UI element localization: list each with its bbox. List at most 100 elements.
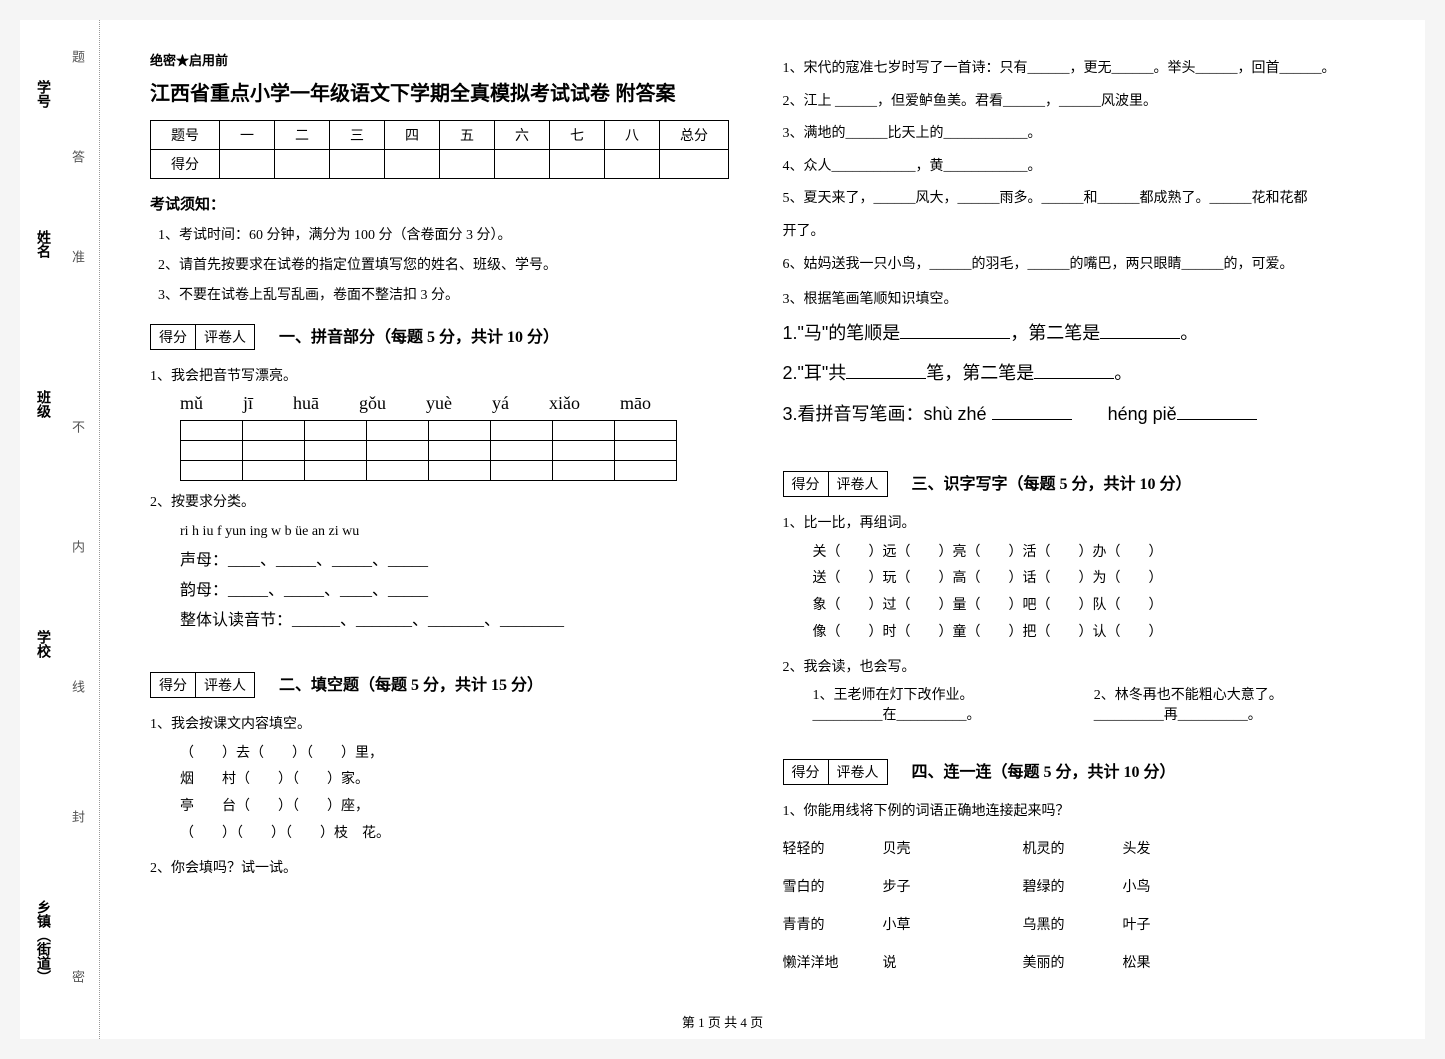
score-header-row: 题号 一 二 三 四 五 六 七 八 总分 — [151, 121, 729, 150]
b2a: 2."耳"共 — [783, 363, 847, 383]
content-area: 绝密★启用前 江西省重点小学一年级语文下学期全真模拟考试试卷 附答案 题号 一 … — [100, 20, 1425, 1039]
s4-q1: 1、你能用线将下例的词语正确地连接起来吗？ — [783, 800, 1376, 820]
scorebox4-grader: 评卷人 — [829, 760, 887, 782]
pinyin-grid — [180, 420, 677, 481]
s4-1-1: 步子 — [883, 876, 1023, 896]
s2-q1: 1、我会按课文内容填空。 — [150, 713, 743, 733]
score-value-row: 得分 — [151, 150, 729, 179]
scorebox-score: 得分 — [151, 325, 196, 349]
stroke-1: 1."马"的笔顺是，第二笔是。 — [783, 316, 1376, 350]
s3-s1b: __________在__________。 — [813, 704, 1094, 724]
th-total: 总分 — [660, 121, 729, 150]
py-2: huā — [293, 393, 319, 414]
section1-title: 一、拼音部分（每题 5 分，共计 10 分） — [279, 329, 559, 346]
th-5: 五 — [440, 121, 495, 150]
rf-5: 5、夏天来了，______风大，______雨多。______和______都成… — [783, 186, 1376, 213]
th-8: 八 — [605, 121, 660, 150]
py-7: māo — [620, 393, 651, 414]
rf-q3: 3、根据笔画笔顺知识填空。 — [783, 288, 1376, 308]
vlabel-number: 学号 — [32, 80, 52, 108]
s3-q1: 1、比一比，再组词。 — [783, 512, 1376, 532]
s4-1-0: 雪白的 — [783, 876, 883, 896]
vlabel-ti: 题 — [68, 50, 87, 63]
page-footer: 第 1 页 共 4 页 — [20, 1012, 1425, 1031]
vlabel-not: 不 — [68, 420, 87, 433]
s4-2-2: 乌黑的 — [1023, 914, 1123, 934]
stroke-2: 2."耳"共笔，第二笔是。 — [783, 356, 1376, 390]
py-6: xiǎo — [549, 393, 580, 414]
section4-title: 四、连一连（每题 5 分，共计 10 分） — [912, 764, 1176, 781]
letters: ri h iu f yun ing w b üe an zi wu — [180, 519, 743, 546]
vlabel-school: 学校 — [32, 630, 52, 658]
s4-row3: 懒洋洋地 说 美丽的 松果 — [783, 952, 1376, 972]
vlabel-inside: 内 — [68, 540, 87, 553]
s4-1-3: 小鸟 — [1123, 876, 1151, 896]
vlabel-secret: 密 — [68, 970, 87, 983]
scorebox3-score: 得分 — [784, 472, 829, 496]
scorebox-3: 得分 评卷人 — [783, 471, 888, 497]
s2-r2: 烟 村（ ）（ ）家。 — [180, 767, 743, 794]
s4-2-1: 小草 — [883, 914, 1023, 934]
s4-3-2: 美丽的 — [1023, 952, 1123, 972]
vlabel-name: 姓名 — [32, 230, 52, 258]
th-4: 四 — [385, 121, 440, 150]
b3b: héng piě — [1108, 404, 1177, 424]
th-num: 题号 — [151, 121, 220, 150]
stroke-3: 3.看拼音写笔画：shù zhé héng piě — [783, 397, 1376, 431]
binding-margin: 题 学号 答 姓名 准 班级 不 内 学校 线 封 乡镇（街道） 密 — [20, 20, 100, 1039]
left-column: 绝密★启用前 江西省重点小学一年级语文下学期全真模拟考试试卷 附答案 题号 一 … — [130, 50, 763, 1029]
th-3: 三 — [330, 121, 385, 150]
notice-heading: 考试须知： — [150, 193, 743, 214]
notice-1: 1、考试时间：60 分钟，满分为 100 分（含卷面分 3 分）。 — [158, 224, 743, 244]
scorebox-4: 得分 评卷人 — [783, 759, 888, 785]
rf-3: 3、满地的______比天上的____________。 — [783, 121, 1376, 148]
s2-r4: （ ）（ ）（ ）枝 花。 — [180, 821, 743, 848]
vlabel-answer: 答 — [68, 150, 87, 163]
b3a: 3.看拼音写笔画：shù zhé — [783, 404, 987, 424]
py-4: yuè — [426, 393, 452, 414]
section2-title: 二、填空题（每题 5 分，共计 15 分） — [279, 677, 543, 694]
th-6: 六 — [495, 121, 550, 150]
vlabel-seal: 封 — [68, 810, 87, 823]
py-5: yá — [492, 393, 509, 414]
s1-q2: 2、按要求分类。 — [150, 491, 743, 511]
exam-title: 江西省重点小学一年级语文下学期全真模拟考试试卷 附答案 — [150, 77, 743, 106]
zhengti: 整体认读音节：______、_______、_______、________ — [180, 606, 743, 636]
scorebox-1: 得分 评卷人 — [150, 324, 255, 350]
rf-4: 4、众人____________，黄____________。 — [783, 154, 1376, 181]
s3-p4: 像（ ）时（ ）童（ ）把（ ）认（ ） — [813, 620, 1376, 647]
notice-3: 3、不要在试卷上乱写乱画，卷面不整洁扣 3 分。 — [158, 284, 743, 304]
notice-2: 2、请首先按要求在试卷的指定位置填写您的姓名、班级、学号。 — [158, 254, 743, 274]
vlabel-class: 班级 — [32, 390, 52, 418]
scorebox4-score: 得分 — [784, 760, 829, 784]
scorebox-2: 得分 评卷人 — [150, 672, 255, 698]
py-0: mǔ — [180, 393, 203, 414]
s4-1-2: 碧绿的 — [1023, 876, 1123, 896]
py-3: gǒu — [359, 393, 386, 414]
s4-row1: 雪白的 步子 碧绿的 小鸟 — [783, 876, 1376, 896]
yunmu: 韵母：_____、_____、____、_____ — [180, 576, 743, 606]
vlabel-town: 乡镇（街道） — [32, 900, 52, 984]
b1b: ，第二笔是 — [1010, 323, 1100, 343]
scorebox3-grader: 评卷人 — [829, 472, 887, 494]
s4-3-0: 懒洋洋地 — [783, 952, 883, 972]
scorebox2-grader: 评卷人 — [196, 673, 254, 695]
s4-0-1: 贝壳 — [883, 838, 1023, 858]
s4-3-1: 说 — [883, 952, 1023, 972]
th-7: 七 — [550, 121, 605, 150]
s4-3-3: 松果 — [1123, 952, 1151, 972]
s3-s2b: __________再__________。 — [1094, 704, 1375, 724]
vlabel-allow: 准 — [68, 250, 87, 263]
rf-6: 6、姑妈送我一只小鸟，______的羽毛，______的嘴巴，两只眼睛_____… — [783, 252, 1376, 279]
s3-p2: 送（ ）玩（ ）高（ ）话（ ）为（ ） — [813, 566, 1376, 593]
score-table: 题号 一 二 三 四 五 六 七 八 总分 得分 — [150, 120, 729, 179]
s4-0-2: 机灵的 — [1023, 838, 1123, 858]
rf-5b: 开了。 — [783, 219, 1376, 246]
s2-q2: 2、你会填吗？试一试。 — [150, 857, 743, 877]
s2-r3: 亭 台（ ）（ ）座， — [180, 794, 743, 821]
section3-title: 三、识字写字（每题 5 分，共计 10 分） — [912, 476, 1192, 493]
secret-label: 绝密★启用前 — [150, 50, 743, 69]
rf-1: 1、宋代的寇准七岁时写了一首诗：只有______，更无______。举头____… — [783, 56, 1376, 83]
scorebox2-score: 得分 — [151, 673, 196, 697]
s4-2-3: 叶子 — [1123, 914, 1151, 934]
